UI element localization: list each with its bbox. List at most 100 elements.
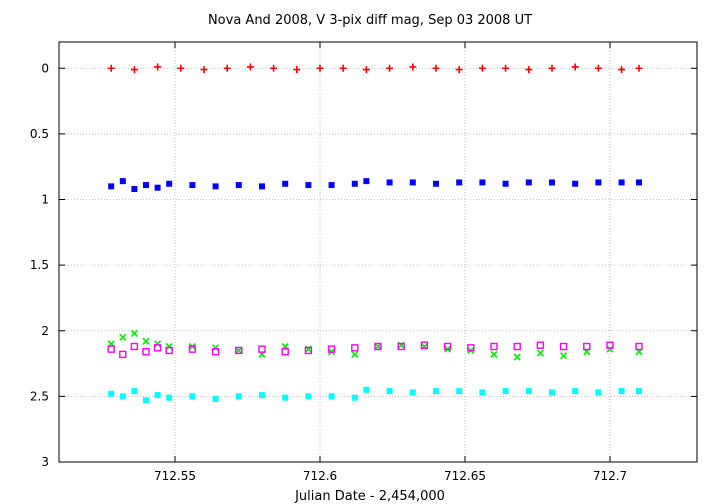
data-point	[525, 66, 533, 74]
data-point	[479, 389, 486, 396]
data-point	[177, 64, 185, 72]
data-point	[478, 64, 486, 72]
y-tick-label: 1.5	[30, 258, 49, 272]
data-point	[119, 393, 126, 400]
axis-ticks: 712.55 712.6 712.65 712.7 0 0.5 1 1.5 2 2.5 3	[30, 42, 697, 483]
data-point	[154, 184, 161, 191]
data-point	[362, 66, 370, 74]
data-point	[456, 388, 463, 395]
y-tick-label: 0.5	[30, 127, 49, 141]
data-point	[606, 345, 614, 353]
data-point	[305, 182, 312, 189]
data-point	[119, 350, 127, 359]
data-point	[282, 180, 289, 187]
y-tick-label: 2	[41, 324, 49, 338]
data-point	[223, 64, 231, 72]
data-point	[351, 350, 359, 358]
data-point	[525, 179, 532, 186]
data-point	[635, 342, 643, 351]
data-point	[130, 342, 139, 351]
data-point	[143, 397, 149, 404]
data-point	[305, 393, 312, 400]
x-tick-label: 712.65	[444, 469, 486, 483]
chart-title: Nova And 2008, V 3-pix diff mag, Sep 03 …	[208, 13, 532, 28]
data-point	[212, 183, 219, 190]
y-tick-label: 2.5	[30, 389, 49, 403]
data-point	[594, 64, 602, 72]
data-point	[635, 64, 643, 72]
y-tick-label: 1	[41, 193, 49, 207]
data-point	[374, 342, 382, 351]
data-point	[583, 342, 591, 351]
series-3	[107, 329, 643, 361]
data-point	[166, 394, 173, 401]
data-point	[108, 183, 115, 190]
data-point	[351, 180, 358, 187]
data-point	[467, 344, 475, 352]
plot-frame	[58, 41, 698, 463]
data-point	[328, 182, 335, 189]
data-point	[189, 393, 196, 400]
data-point	[270, 64, 278, 72]
data-point	[154, 340, 162, 348]
data-point	[536, 341, 545, 349]
data-point	[351, 344, 359, 352]
data-point	[490, 350, 498, 358]
data-point	[281, 348, 289, 356]
grid	[59, 42, 697, 462]
data-point	[636, 388, 642, 395]
data-point	[513, 353, 521, 361]
data-point	[363, 178, 370, 185]
data-point	[189, 182, 196, 189]
series-5	[108, 386, 642, 404]
data-point	[618, 66, 626, 74]
data-point	[258, 345, 266, 353]
data-point	[235, 346, 243, 355]
data-point	[536, 349, 544, 357]
data-point	[595, 389, 602, 396]
data-point	[397, 342, 405, 351]
data-point	[259, 392, 265, 399]
data-points	[107, 63, 643, 404]
data-point	[595, 179, 602, 186]
series-4	[107, 341, 643, 359]
data-point	[374, 342, 382, 351]
data-point	[235, 346, 243, 355]
data-point	[386, 64, 394, 72]
data-point	[107, 345, 115, 353]
data-point	[304, 346, 313, 355]
data-point	[560, 352, 568, 360]
x-tick-label: 712.6	[303, 469, 337, 483]
data-point	[293, 66, 301, 74]
data-point	[119, 333, 127, 341]
data-point	[502, 64, 510, 72]
data-point	[433, 180, 439, 187]
data-point	[490, 342, 498, 351]
data-point	[211, 348, 220, 356]
data-point	[409, 179, 416, 186]
data-point	[351, 394, 358, 401]
data-point	[259, 183, 265, 190]
data-point	[420, 341, 429, 349]
data-point	[328, 393, 335, 400]
data-point	[455, 66, 463, 74]
data-point	[386, 388, 393, 395]
data-point	[548, 64, 556, 72]
data-point	[456, 179, 463, 186]
data-point	[212, 396, 219, 402]
data-point	[327, 345, 336, 353]
data-point	[316, 64, 324, 72]
data-point	[119, 178, 126, 185]
data-point	[154, 63, 162, 71]
data-point	[572, 388, 579, 395]
data-point	[200, 66, 208, 74]
data-point	[165, 342, 173, 351]
data-point	[606, 341, 614, 349]
data-point	[386, 179, 393, 186]
data-point	[363, 386, 370, 393]
data-point	[549, 389, 555, 396]
data-point	[130, 66, 138, 74]
data-point	[131, 186, 138, 192]
data-point	[549, 179, 555, 186]
